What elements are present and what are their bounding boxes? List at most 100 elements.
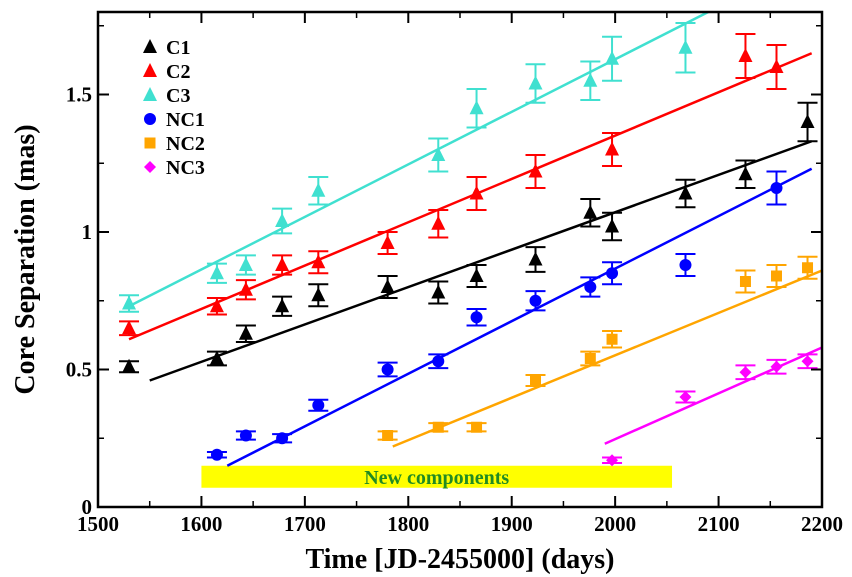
data-point — [432, 355, 445, 368]
data-point — [238, 325, 253, 340]
fit-lines — [128, 12, 822, 467]
legend-label: C1 — [166, 37, 190, 59]
data-point — [209, 350, 224, 365]
data-point — [431, 147, 446, 161]
data-point — [311, 287, 326, 302]
series-c2 — [119, 33, 787, 337]
legend-marker — [144, 161, 156, 173]
axes: 1500 1600 1700 1800 1900 2000 2100 2200 0 0.5 1 1.5 — [66, 10, 843, 536]
data-point — [800, 114, 815, 128]
data-point — [275, 298, 290, 313]
data-point — [382, 430, 394, 441]
series-c1 — [119, 101, 818, 374]
data-point — [432, 421, 444, 433]
x-tick-label: 1900 — [491, 512, 533, 536]
legend-label: C3 — [166, 85, 190, 107]
series-nc1 — [206, 170, 787, 461]
data-point — [122, 320, 137, 335]
data-point — [275, 257, 290, 271]
data-point — [431, 215, 446, 230]
legend-entry-nc2: NC2 — [144, 133, 205, 155]
y-axis-title: Core Separation (mas) — [10, 124, 41, 394]
fit-line-c1 — [149, 140, 813, 382]
x-tick-label: 1700 — [284, 512, 326, 536]
data-point — [239, 429, 252, 442]
data-point — [583, 204, 598, 219]
data-point — [471, 421, 483, 433]
data-point — [584, 353, 596, 364]
data-point — [469, 100, 484, 115]
x-tick-label: 2100 — [698, 512, 740, 536]
data-point — [275, 213, 290, 227]
fit-line-nc3 — [604, 346, 822, 445]
legend-entry-c2: C2 — [143, 61, 190, 83]
data-point — [380, 279, 395, 293]
annotation-group: New components — [201, 465, 673, 489]
data-point — [431, 284, 446, 299]
data-point — [312, 399, 325, 412]
data-point — [679, 259, 692, 271]
data-point — [238, 257, 253, 271]
data-point — [380, 235, 395, 249]
data-point — [210, 448, 223, 461]
data-points — [119, 22, 818, 467]
legend-marker — [143, 63, 157, 77]
data-point — [311, 182, 326, 197]
x-tick-label: 1500 — [77, 512, 119, 536]
y-tick-label: 1 — [82, 220, 93, 244]
legend-entry-c3: C3 — [143, 85, 190, 107]
data-point — [276, 432, 289, 445]
x-tick-label: 1600 — [180, 512, 222, 536]
series-nc3 — [602, 353, 818, 467]
legend-marker — [143, 87, 157, 101]
data-point — [738, 48, 753, 62]
fit-line-nc1 — [226, 167, 813, 467]
plot-frame — [96, 10, 824, 509]
data-point — [122, 358, 137, 373]
data-point — [770, 182, 783, 194]
fit-line-c2 — [128, 52, 813, 341]
data-point — [678, 185, 693, 200]
data-point — [739, 366, 752, 379]
data-point — [802, 262, 814, 274]
data-point — [122, 295, 137, 310]
legend-entry-c1: C1 — [143, 37, 190, 59]
data-point — [605, 50, 620, 65]
data-point — [739, 276, 751, 287]
x-tick-label: 2200 — [801, 512, 843, 536]
x-tick-label: 2000 — [594, 512, 636, 536]
data-point — [606, 454, 619, 467]
legend-marker — [144, 113, 156, 125]
data-point — [605, 218, 620, 233]
legend-marker — [143, 39, 157, 53]
legend-label: C2 — [166, 61, 190, 83]
data-point — [469, 268, 484, 282]
data-point — [738, 166, 753, 181]
annotation-box — [201, 465, 673, 488]
data-point — [801, 355, 814, 368]
y-tick-label: 1.5 — [66, 83, 92, 107]
data-point — [209, 298, 224, 313]
data-point — [605, 141, 620, 156]
data-point — [528, 251, 543, 266]
data-point — [584, 281, 597, 293]
data-point — [381, 363, 394, 376]
data-point — [470, 311, 483, 324]
data-point — [769, 59, 784, 73]
legend-label: NC1 — [166, 109, 205, 131]
fit-line-nc2 — [392, 269, 822, 448]
data-point — [311, 254, 326, 269]
data-point — [770, 360, 783, 373]
data-point — [528, 75, 543, 90]
x-tick-label: 1800 — [387, 512, 429, 536]
series-c3 — [119, 22, 696, 313]
legend-entry-nc1: NC1 — [144, 109, 205, 131]
y-tick-label: 0.5 — [66, 358, 92, 382]
y-tick-label: 0 — [82, 495, 93, 519]
data-point — [583, 72, 598, 87]
data-point — [529, 294, 542, 307]
data-point — [469, 185, 484, 200]
annotation-label: New components — [364, 467, 509, 489]
